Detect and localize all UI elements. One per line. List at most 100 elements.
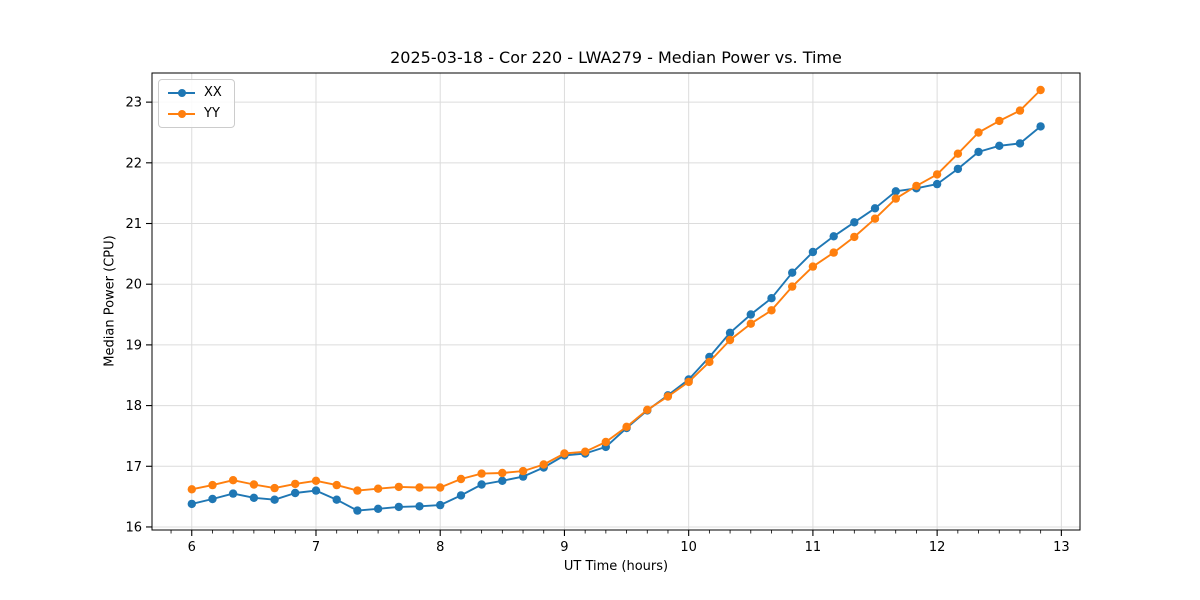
x-tick-label: 7 — [312, 540, 320, 555]
data-point-YY — [311, 476, 321, 485]
data-point-XX — [891, 187, 900, 196]
data-point-XX — [953, 164, 963, 174]
data-point-YY — [974, 128, 983, 137]
data-point-YY — [953, 149, 963, 158]
data-point-XX — [415, 502, 424, 511]
data-point-XX — [187, 499, 196, 509]
data-point-YY — [477, 469, 486, 478]
data-point-YY — [456, 474, 466, 484]
data-point-YY — [332, 480, 341, 490]
y-tick-label: 16 — [125, 520, 142, 535]
data-point-YY — [850, 232, 859, 242]
data-point-XX — [477, 480, 486, 489]
data-point-YY — [394, 482, 403, 492]
data-point-XX — [456, 491, 466, 500]
data-point-YY — [891, 194, 900, 203]
legend-marker-dot — [177, 110, 186, 118]
data-point-XX — [332, 495, 341, 504]
x-axis-label: UT Time (hours) — [563, 559, 669, 574]
data-point-XX — [870, 204, 880, 213]
data-point-XX — [725, 328, 735, 337]
y-tick-label: 21 — [125, 217, 142, 232]
data-point-XX — [829, 232, 838, 241]
y-tick-label: 22 — [125, 156, 142, 171]
x-tick-label: 10 — [680, 540, 697, 555]
data-point-YY — [684, 377, 693, 387]
y-tick-label: 23 — [125, 96, 142, 111]
data-point-XX — [436, 500, 445, 510]
data-point-XX — [850, 218, 859, 227]
legend-line-sample — [168, 110, 195, 119]
x-tick-label: 12 — [929, 540, 946, 555]
data-point-YY — [291, 479, 300, 489]
data-point-YY — [601, 437, 610, 447]
data-point-YY — [373, 484, 383, 493]
x-tick-label: 13 — [1053, 540, 1070, 555]
data-point-XX — [932, 179, 942, 189]
data-point-YY — [560, 449, 569, 458]
x-tick-label: 11 — [805, 540, 822, 555]
x-tick-label: 6 — [188, 540, 196, 555]
y-tick-label: 17 — [125, 460, 142, 475]
y-tick-label: 18 — [125, 399, 142, 414]
data-point-XX — [373, 504, 383, 513]
data-point-YY — [228, 476, 238, 485]
data-point-XX — [291, 488, 300, 498]
legend-line-sample — [168, 89, 195, 98]
data-point-YY — [932, 170, 942, 179]
data-point-YY — [870, 214, 880, 223]
chart-title: 2025-03-18 - Cor 220 - LWA279 - Median P… — [390, 48, 842, 67]
data-point-XX — [767, 294, 776, 303]
data-point-YY — [788, 282, 797, 291]
data-point-YY — [436, 483, 445, 492]
y-tick-label: 19 — [125, 338, 142, 353]
data-point-YY — [581, 447, 590, 456]
data-point-XX — [208, 494, 217, 504]
data-point-YY — [995, 116, 1004, 126]
data-point-YY — [539, 460, 548, 469]
data-point-YY — [643, 405, 652, 414]
data-point-YY — [270, 483, 279, 493]
y-axis-label: Median Power (CPU) — [102, 235, 118, 367]
data-point-YY — [1015, 106, 1025, 115]
data-point-XX — [974, 147, 983, 157]
legend: XX YY — [158, 79, 235, 128]
data-point-YY — [705, 357, 714, 367]
data-point-XX — [498, 476, 507, 485]
data-point-YY — [1036, 85, 1045, 95]
data-point-YY — [187, 485, 196, 494]
data-point-YY — [746, 319, 755, 328]
data-point-XX — [311, 486, 321, 495]
data-point-YY — [912, 181, 921, 191]
series-line-YY — [190, 89, 1042, 492]
data-point-XX — [1036, 122, 1045, 131]
data-point-XX — [270, 495, 279, 504]
data-point-XX — [788, 268, 797, 277]
legend-item-label: XX — [204, 85, 222, 100]
data-point-XX — [1015, 139, 1025, 148]
data-point-XX — [746, 310, 755, 319]
data-point-YY — [767, 306, 776, 315]
data-point-XX — [808, 247, 818, 257]
data-point-YY — [415, 483, 424, 492]
data-point-XX — [249, 493, 259, 502]
y-tick-label: 20 — [125, 278, 142, 293]
data-point-YY — [829, 248, 838, 257]
data-point-YY — [249, 480, 259, 489]
x-tick-label: 8 — [436, 540, 444, 555]
legend-item-label: YY — [204, 106, 220, 121]
data-point-YY — [518, 466, 528, 476]
data-point-YY — [622, 422, 631, 431]
data-point-XX — [228, 489, 238, 498]
data-point-YY — [725, 335, 735, 345]
data-point-YY — [208, 480, 217, 490]
data-point-XX — [394, 502, 403, 512]
data-point-YY — [498, 468, 507, 478]
data-point-YY — [808, 262, 818, 271]
data-point-XX — [353, 506, 362, 515]
legend-item-YY: YY — [168, 106, 222, 122]
x-tick-label: 9 — [560, 540, 568, 555]
data-point-XX — [995, 141, 1004, 150]
